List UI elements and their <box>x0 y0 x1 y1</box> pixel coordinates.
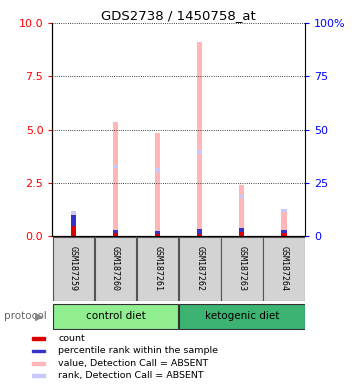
Bar <box>113 230 118 233</box>
Bar <box>282 230 287 233</box>
Bar <box>197 151 202 154</box>
Text: GSM187262: GSM187262 <box>195 246 204 291</box>
Bar <box>155 133 160 236</box>
FancyBboxPatch shape <box>179 304 305 329</box>
Bar <box>71 215 76 225</box>
Bar <box>71 225 76 236</box>
FancyBboxPatch shape <box>53 237 94 301</box>
Text: GSM187259: GSM187259 <box>69 246 78 291</box>
Text: ketogenic diet: ketogenic diet <box>205 311 279 321</box>
Bar <box>113 122 118 236</box>
FancyBboxPatch shape <box>179 237 221 301</box>
Bar <box>239 195 244 198</box>
Text: GSM187264: GSM187264 <box>279 246 288 291</box>
Bar <box>155 231 160 233</box>
Bar <box>282 209 287 212</box>
Bar <box>282 233 287 236</box>
Text: count: count <box>58 334 85 343</box>
Bar <box>32 374 45 377</box>
Text: ▶: ▶ <box>35 311 43 321</box>
Text: value, Detection Call = ABSENT: value, Detection Call = ABSENT <box>58 359 209 368</box>
Title: GDS2738 / 1450758_at: GDS2738 / 1450758_at <box>101 9 256 22</box>
Bar <box>71 214 76 236</box>
Bar <box>197 42 202 236</box>
Bar <box>239 228 244 232</box>
Bar <box>239 185 244 236</box>
Bar <box>113 233 118 236</box>
Text: GSM187261: GSM187261 <box>153 246 162 291</box>
Bar <box>113 165 118 169</box>
Bar <box>155 233 160 236</box>
Bar <box>155 169 160 172</box>
Bar <box>282 210 287 236</box>
FancyBboxPatch shape <box>53 304 178 329</box>
Bar <box>197 229 202 233</box>
Text: GSM187260: GSM187260 <box>111 246 120 291</box>
Text: GSM187263: GSM187263 <box>238 246 246 291</box>
Bar <box>32 337 45 340</box>
Bar <box>71 211 76 214</box>
Text: rank, Detection Call = ABSENT: rank, Detection Call = ABSENT <box>58 371 204 380</box>
Bar <box>197 233 202 236</box>
FancyBboxPatch shape <box>221 237 263 301</box>
Bar <box>32 362 45 365</box>
Text: percentile rank within the sample: percentile rank within the sample <box>58 346 218 355</box>
Text: protocol: protocol <box>4 311 46 321</box>
Bar <box>32 349 45 352</box>
FancyBboxPatch shape <box>137 237 178 301</box>
Text: control diet: control diet <box>86 311 145 321</box>
FancyBboxPatch shape <box>95 237 136 301</box>
Bar <box>239 232 244 236</box>
FancyBboxPatch shape <box>263 237 305 301</box>
